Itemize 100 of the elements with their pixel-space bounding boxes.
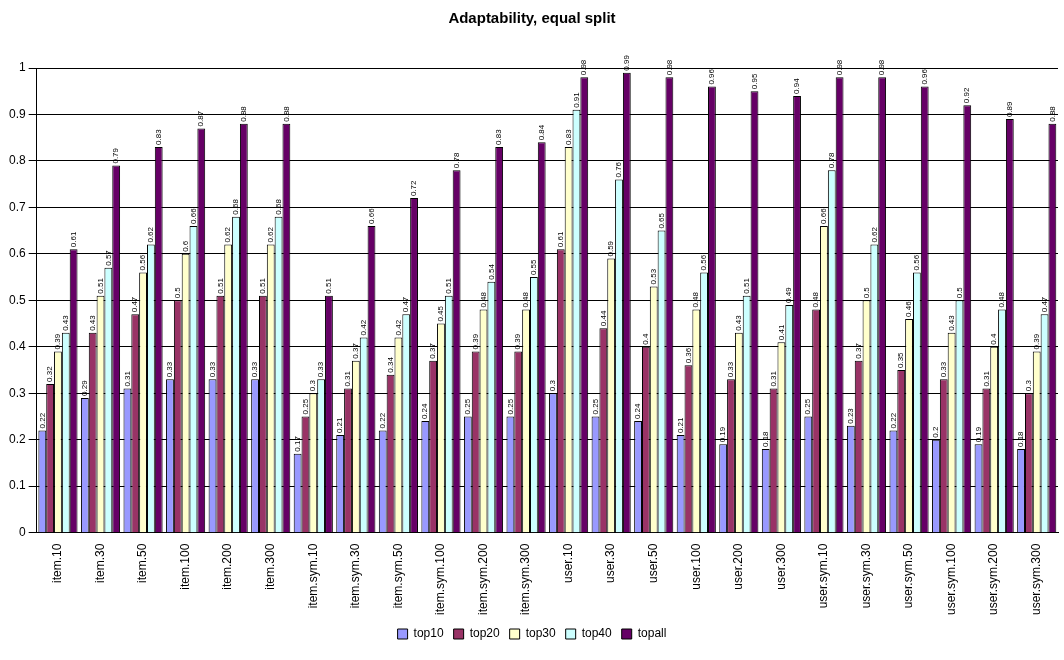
data-label: 0.37 bbox=[428, 342, 438, 359]
data-label: 0.95 bbox=[749, 73, 759, 90]
x-tick-label: user.sym.300 bbox=[1029, 543, 1044, 616]
data-label: 0.51 bbox=[443, 277, 453, 294]
data-label: 0.21 bbox=[335, 416, 345, 434]
data-label: 0.98 bbox=[834, 59, 844, 76]
data-label: 0.51 bbox=[258, 277, 268, 294]
y-tick-label: 0 bbox=[18, 524, 26, 539]
data-label: 0.66 bbox=[819, 207, 829, 224]
y-tick-label: 0.7 bbox=[8, 199, 26, 214]
data-label: 0.45 bbox=[436, 305, 446, 322]
data-label: 0.5 bbox=[861, 286, 871, 299]
data-label: 0.41 bbox=[776, 324, 786, 341]
data-label: 0.6 bbox=[180, 240, 190, 252]
data-label: 0.22 bbox=[377, 412, 387, 429]
data-label: 0.32 bbox=[45, 365, 55, 382]
data-label: 0.56 bbox=[699, 254, 709, 271]
x-tick-label: user.300 bbox=[773, 543, 788, 590]
data-label: 0.25 bbox=[505, 398, 515, 415]
data-label: 0.21 bbox=[675, 416, 685, 434]
data-label: 0.34 bbox=[385, 356, 395, 373]
legend-label: top20 bbox=[469, 626, 500, 641]
data-label: 0.31 bbox=[981, 370, 991, 387]
data-label: 0.31 bbox=[122, 370, 132, 387]
x-tick-label: item.100 bbox=[177, 543, 192, 590]
data-label: 0.42 bbox=[358, 319, 368, 336]
data-label: 0.72 bbox=[409, 179, 419, 197]
x-tick-label: user.200 bbox=[731, 543, 746, 590]
data-label: 0.65 bbox=[656, 212, 666, 229]
x-tick-label: user.sym.30 bbox=[858, 543, 873, 609]
data-label: 0.48 bbox=[521, 291, 531, 308]
x-tick-label: item.30 bbox=[92, 543, 107, 583]
data-label: 0.33 bbox=[165, 361, 175, 378]
x-tick-label: item.sym.300 bbox=[518, 543, 533, 615]
data-label: 0.78 bbox=[451, 152, 461, 169]
data-label: 0.56 bbox=[912, 254, 922, 271]
data-label: 0.51 bbox=[741, 277, 751, 294]
data-label: 0.51 bbox=[215, 277, 225, 294]
data-label: 0.62 bbox=[146, 226, 156, 243]
data-label: 0.43 bbox=[946, 314, 956, 331]
data-label: 0.84 bbox=[536, 124, 546, 141]
x-tick-label: user.10 bbox=[560, 543, 575, 584]
data-label: 0.33 bbox=[938, 361, 948, 378]
data-label: 0.54 bbox=[486, 263, 496, 280]
data-label: 0.55 bbox=[529, 258, 539, 276]
data-label: 0.33 bbox=[316, 361, 326, 378]
legend-label: top30 bbox=[525, 626, 557, 641]
data-label: 0.48 bbox=[811, 291, 821, 308]
y-tick-label: 1 bbox=[18, 60, 26, 75]
legend-label: top10 bbox=[413, 626, 444, 641]
data-label: 0.48 bbox=[478, 291, 488, 308]
x-tick-label: user.30 bbox=[603, 543, 618, 584]
data-label: 0.61 bbox=[68, 231, 78, 248]
data-label: 0.43 bbox=[734, 314, 744, 331]
data-label: 0.68 bbox=[273, 198, 283, 215]
data-label: 0.98 bbox=[664, 59, 674, 76]
x-tick-label: user.sym.50 bbox=[901, 543, 916, 609]
y-tick-label: 0.1 bbox=[8, 478, 26, 493]
data-label: 0.56 bbox=[138, 254, 148, 271]
data-label: 0.47 bbox=[401, 296, 411, 313]
data-label: 0.78 bbox=[826, 152, 836, 169]
data-label: 0.98 bbox=[877, 59, 887, 76]
data-label: 0.4 bbox=[989, 333, 999, 345]
data-label: 0.17 bbox=[292, 435, 302, 452]
x-tick-label: user.sym.10 bbox=[816, 543, 831, 609]
data-label: 0.96 bbox=[707, 68, 717, 85]
data-label: 0.25 bbox=[463, 398, 473, 415]
data-label: 0.42 bbox=[393, 319, 403, 336]
y-tick-label: 0.9 bbox=[8, 106, 26, 121]
data-label: 0.83 bbox=[494, 128, 504, 145]
data-label: 0.98 bbox=[579, 59, 589, 76]
data-label: 0.3 bbox=[548, 379, 558, 392]
y-tick-label: 0.3 bbox=[8, 385, 26, 400]
data-label: 0.24 bbox=[420, 403, 430, 420]
data-label: 0.43 bbox=[87, 314, 97, 331]
data-label: 0.62 bbox=[869, 226, 879, 243]
data-label: 0.25 bbox=[300, 398, 310, 415]
data-label: 0.96 bbox=[919, 68, 929, 85]
data-label: 0.61 bbox=[555, 231, 565, 248]
data-label: 0.83 bbox=[563, 128, 573, 145]
data-label: 0.22 bbox=[37, 412, 47, 429]
data-label: 0.5 bbox=[173, 286, 182, 299]
y-tick-label: 0.5 bbox=[8, 292, 26, 307]
data-label: 0.3 bbox=[1024, 379, 1034, 392]
y-tick-label: 0.4 bbox=[8, 339, 26, 354]
data-label: 0.25 bbox=[803, 398, 813, 415]
data-label: 0.36 bbox=[683, 347, 693, 364]
x-tick-label: item.50 bbox=[135, 543, 150, 583]
chart-title: Adaptability, equal split bbox=[448, 9, 616, 27]
data-label: 0.3 bbox=[308, 379, 318, 392]
data-label: 0.47 bbox=[130, 296, 140, 313]
data-label: 0.66 bbox=[366, 207, 376, 224]
x-tick-label: item.10 bbox=[50, 543, 65, 583]
data-label: 0.68 bbox=[231, 198, 241, 215]
data-label: 0.33 bbox=[250, 361, 260, 378]
data-label: 0.33 bbox=[726, 361, 736, 378]
data-label: 0.4 bbox=[641, 333, 651, 345]
y-tick-label: 0.6 bbox=[8, 246, 26, 261]
data-label: 0.25 bbox=[590, 398, 600, 415]
data-label: 0.47 bbox=[1039, 296, 1049, 313]
